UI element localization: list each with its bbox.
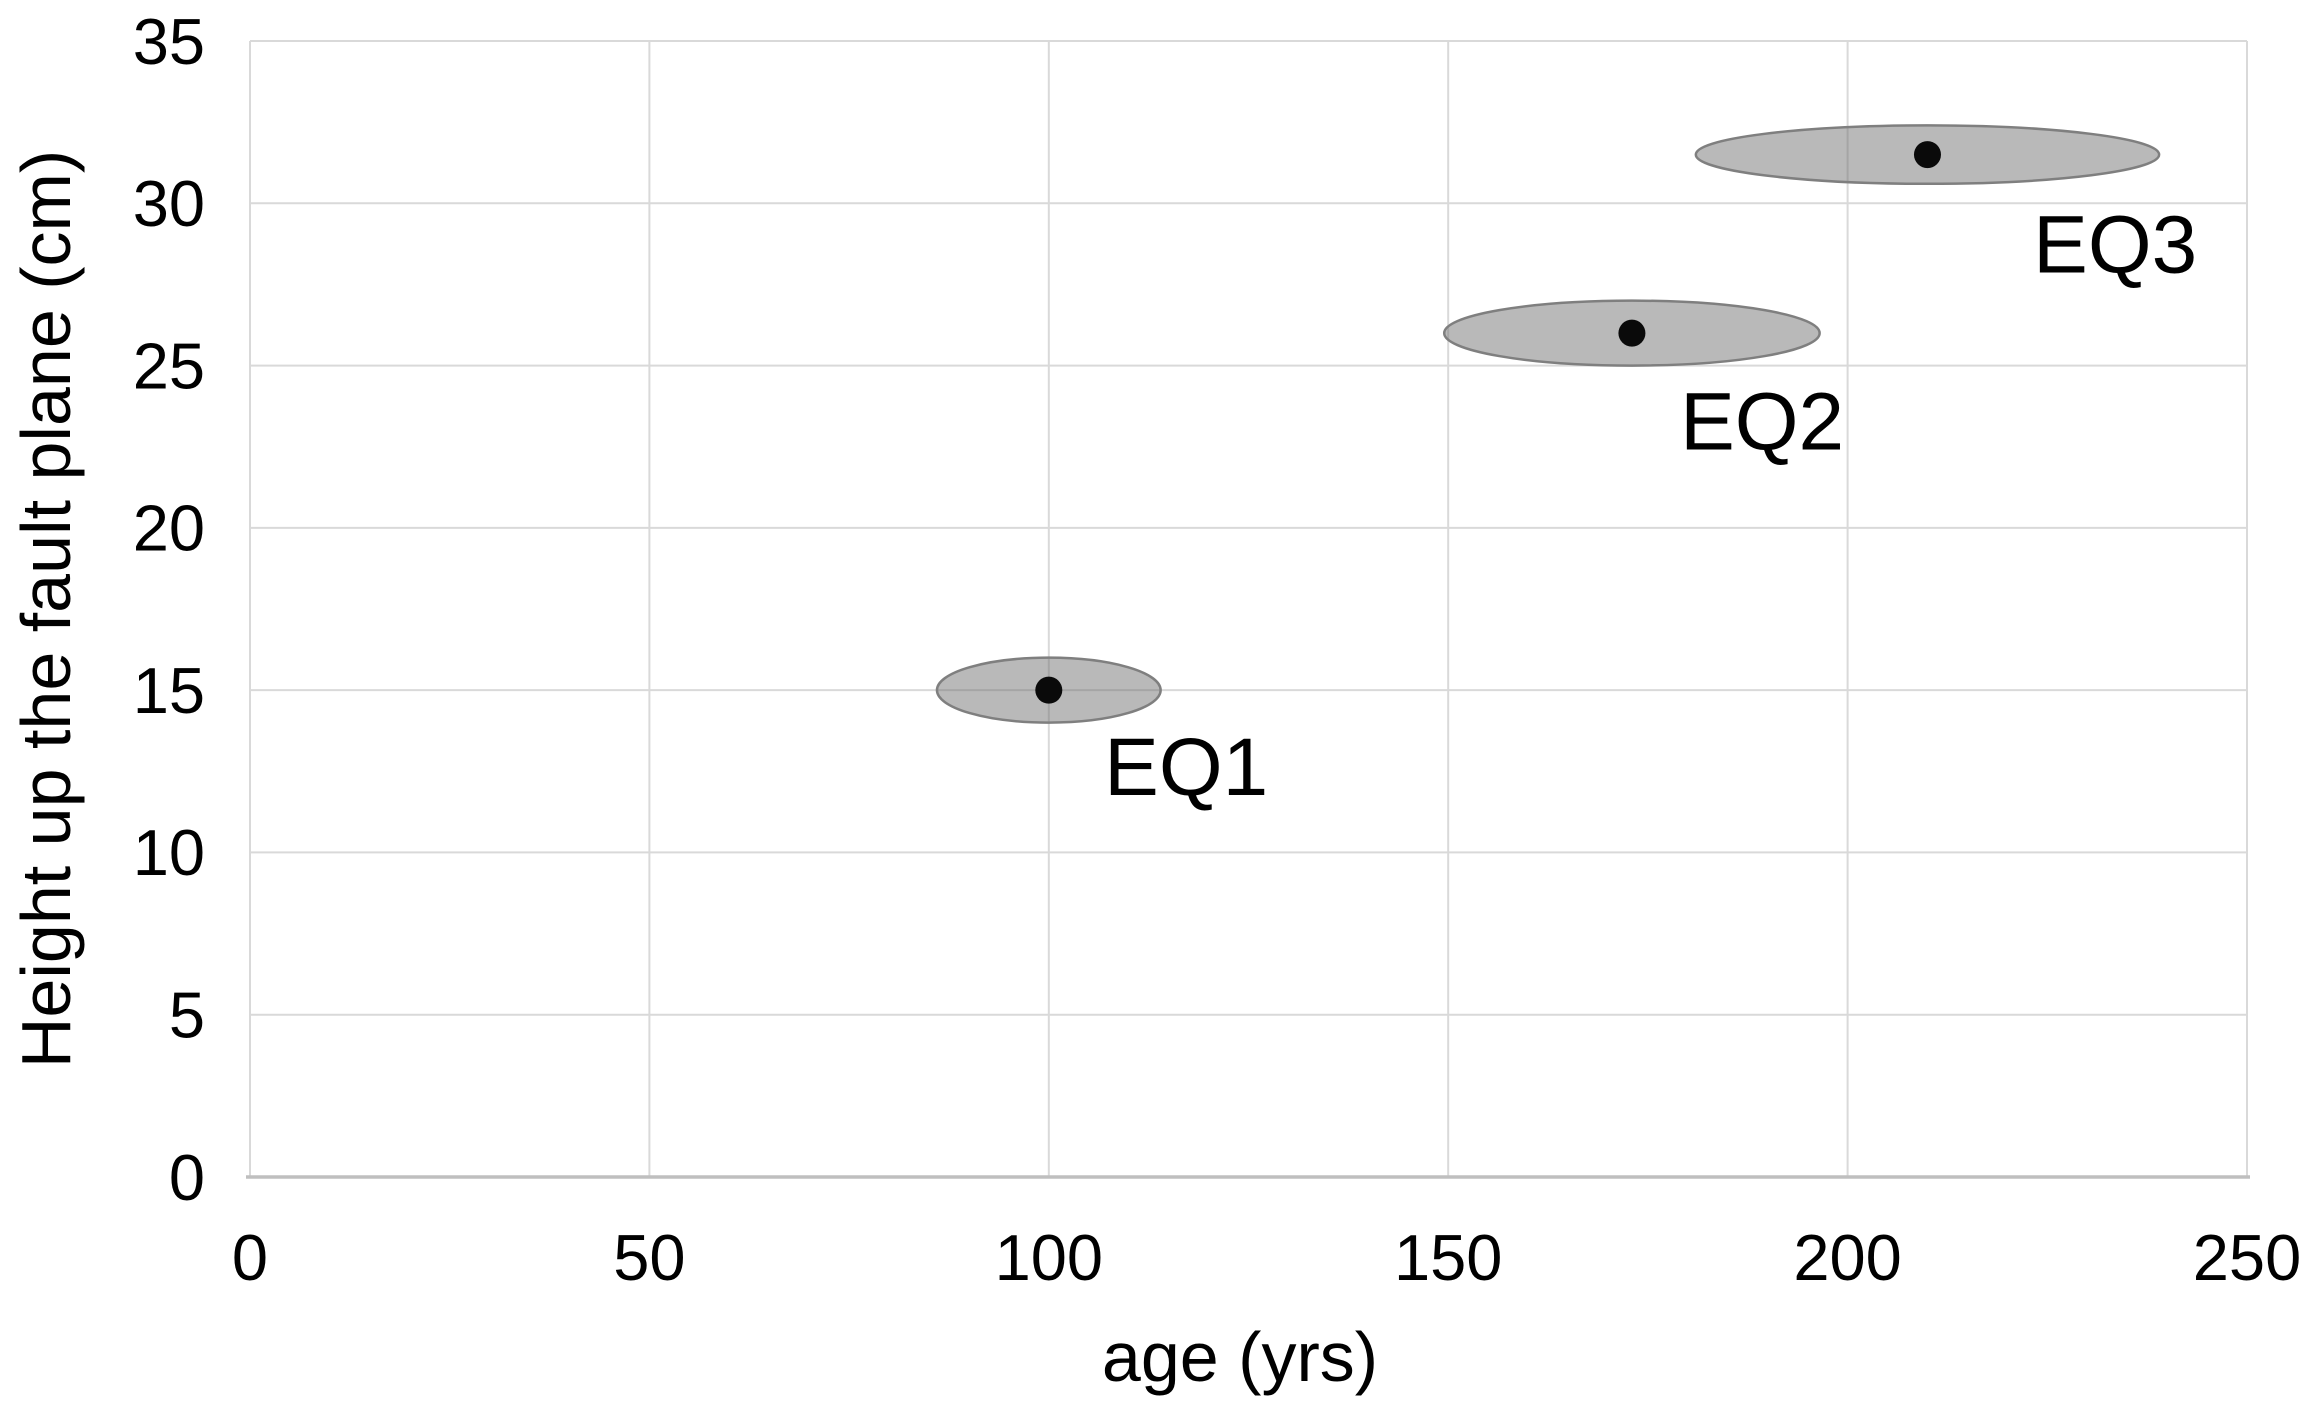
data-point-eq3 xyxy=(1913,141,1941,169)
x-tick-label-150: 150 xyxy=(1394,1221,1502,1294)
x-tick-label-100: 100 xyxy=(995,1221,1103,1294)
y-tick-label-10: 10 xyxy=(133,816,205,889)
y-tick-label-0: 0 xyxy=(169,1141,205,1214)
y-tick-label-20: 20 xyxy=(133,492,205,565)
y-tick-label-5: 5 xyxy=(169,978,205,1051)
x-tick-label-50: 50 xyxy=(613,1221,685,1294)
y-tick-label-15: 15 xyxy=(133,654,205,727)
data-point-eq2 xyxy=(1618,319,1646,347)
point-label-eq3: EQ3 xyxy=(2033,200,2197,291)
x-axis-title: age (yrs) xyxy=(1101,1318,1379,1396)
y-tick-label-35: 35 xyxy=(133,5,205,78)
y-axis-title: Height up the fault plane (cm) xyxy=(7,149,85,1069)
x-tick-label-200: 200 xyxy=(1793,1221,1901,1294)
point-label-eq1: EQ1 xyxy=(1104,722,1268,813)
data-point-eq1 xyxy=(1035,676,1063,704)
y-tick-label-25: 25 xyxy=(133,329,205,402)
x-tick-label-250: 250 xyxy=(2193,1221,2301,1294)
point-label-eq2: EQ2 xyxy=(1680,376,1844,467)
x-tick-label-0: 0 xyxy=(232,1221,268,1294)
y-tick-label-30: 30 xyxy=(133,167,205,240)
